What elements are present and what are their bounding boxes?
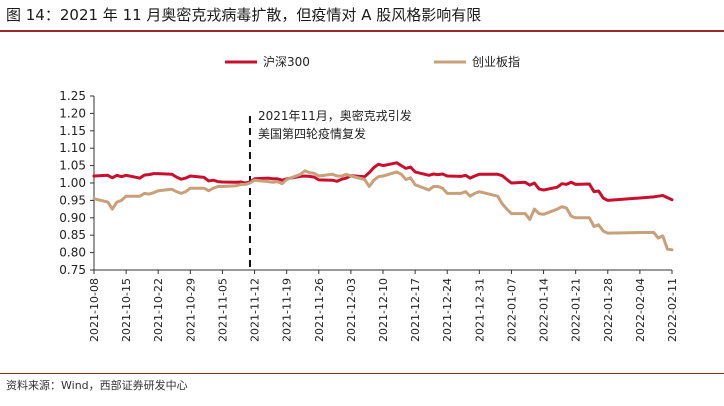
chart-series [92,161,674,252]
x-tick-label: 2021-12-24 [441,278,454,342]
legend-label: 沪深300 [263,55,310,69]
x-tick-label: 2021-11-12 [249,278,262,342]
x-tick-label: 2021-11-19 [281,278,294,342]
y-tick-label: 1.15 [59,124,86,138]
source-divider [0,373,724,374]
y-tick-label: 0.80 [59,246,86,260]
annotation-text: 美国第四轮疫情复发 [258,126,366,141]
x-tick-label: 2021-11-26 [313,278,326,342]
x-tick-label: 2022-01-14 [538,278,551,342]
y-tick-label: 0.75 [59,263,86,277]
chart-axes: 1.25 1.20 1.15 1.10 1.05 1.00 0.95 0.90 0.85 0.80… [59,89,679,342]
y-tick-label: 0.90 [59,211,86,225]
x-tick-label: 2022-01-28 [602,278,615,342]
y-tick-label: 0.85 [59,228,86,242]
x-tick-label: 2021-12-10 [377,278,390,342]
x-tick-label: 2021-10-22 [152,278,165,342]
x-tick-label: 2021-10-15 [120,278,133,342]
x-tick-label: 2021-12-17 [409,278,422,342]
series-line-chinext [92,169,674,252]
annotation-text: 2021年11月，奥密克戎引发 [258,108,412,123]
chart-legend: 沪深300 创业板指 [225,54,520,69]
x-tick-label: 2022-01-07 [505,278,518,342]
legend-label: 创业板指 [472,54,520,69]
x-tick-label: 2021-10-08 [88,278,101,342]
y-tick-label: 1.05 [59,159,86,173]
series-line-hs300 [92,161,674,202]
y-tick-label: 1.25 [59,89,86,103]
line-chart: 沪深300 创业板指 1.25 1.20 1.15 1.10 1.05 1.00 0.95 0.… [59,54,679,342]
source-note: 资料来源：Wind，西部证券研发中心 [6,379,188,392]
x-tick-label: 2021-12-03 [345,278,358,342]
x-tick-label: 2022-02-04 [634,278,647,342]
y-tick-label: 1.10 [59,141,86,155]
y-tick-label: 0.95 [59,193,86,207]
figure-title: 图 14：2021 年 11 月奥密克戎病毒扩散，但疫情对 A 股风格影响有限 [6,6,482,24]
x-tick-label: 2021-11-05 [216,278,229,342]
x-tick-label: 2021-10-29 [184,278,197,342]
title-divider [0,30,724,32]
y-tick-label: 1.00 [59,176,86,190]
x-tick-label: 2022-02-11 [666,278,679,342]
y-tick-label: 1.20 [59,106,86,120]
x-tick-label: 2022-01-21 [570,278,583,342]
x-tick-label: 2021-12-31 [473,278,486,342]
